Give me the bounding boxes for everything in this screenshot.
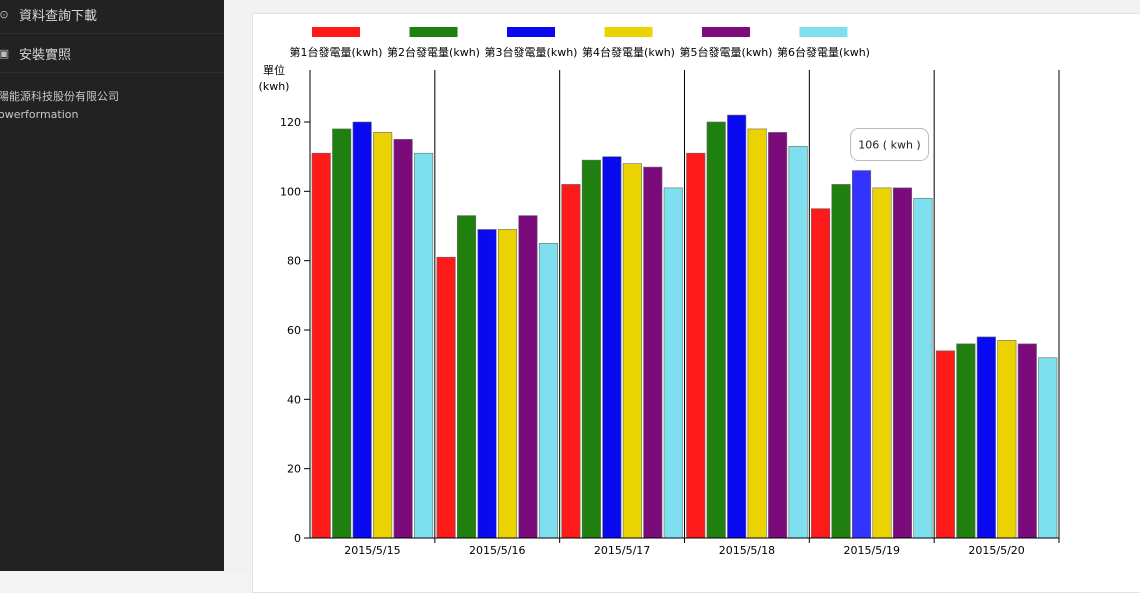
- y-axis-label-unit: 單位: [263, 63, 285, 77]
- x-tick-label-3: 2015/5/17: [594, 544, 650, 557]
- bar-s2-c1: [332, 128, 352, 539]
- image-icon: ▣: [0, 47, 10, 60]
- bar-s3-c4: [727, 114, 747, 539]
- bar-s3-c5: [851, 170, 872, 539]
- bar-s1-c4: [686, 152, 706, 539]
- chart-legend: 第1台發電量(kwh) 第2台發電量(kwh) 第3台發電量(kwh) 第4台發電量(…: [290, 27, 870, 59]
- bar-s4-c6: [997, 340, 1017, 539]
- bar-s4-c4: [747, 128, 767, 539]
- bar-s4-c3: [622, 163, 642, 539]
- bar-s4-c1: [373, 132, 393, 539]
- y-tick-label-60: 60: [287, 324, 301, 337]
- bar-s3-c6: [976, 336, 996, 539]
- legend-swatch-2: [409, 27, 458, 37]
- bar-s2-c4: [706, 121, 726, 539]
- legend-swatch-3: [507, 27, 555, 37]
- legend-label-4: 第4台發電量(kwh): [582, 45, 675, 59]
- bar-chart: 第1台發電量(kwh) 第2台發電量(kwh) 第3台發電量(kwh) 第4台發電量(…: [259, 27, 1060, 557]
- bar-s3-c3: [602, 156, 622, 539]
- bar-s4-c2: [497, 229, 518, 539]
- legend-label-1: 第1台發電量(kwh): [290, 45, 383, 59]
- legend-swatch-6: [799, 27, 848, 37]
- bar-tooltip: 106 ( kwh ): [850, 128, 930, 162]
- legend-swatch-5: [702, 27, 750, 37]
- company-subtitle: owerformation: [0, 108, 79, 121]
- download-icon: ⊙: [0, 8, 9, 21]
- bar-s3-c1: [352, 121, 372, 539]
- bar-s1-c6: [935, 350, 955, 539]
- bar-s2-c6: [956, 343, 976, 539]
- sidebar-item-label: 安裝實照: [19, 48, 72, 63]
- bar-s1-c3: [561, 184, 581, 539]
- bar-s6-c3: [663, 187, 683, 539]
- x-tick-label-5: 2015/5/19: [844, 544, 900, 557]
- tooltip-box: [850, 128, 930, 162]
- bar-s6-c4: [788, 145, 808, 539]
- y-tick-label-40: 40: [287, 393, 301, 406]
- y-tick-label-80: 80: [287, 255, 301, 268]
- bar-s2-c2: [457, 215, 477, 539]
- legend-label-5: 第5台發電量(kwh): [680, 45, 773, 59]
- bar-s3-c2: [477, 229, 497, 539]
- legend-label-6: 第6台發電量(kwh): [777, 45, 870, 59]
- chart-bars: [311, 114, 1058, 539]
- y-tick-label-0: 0: [294, 532, 301, 545]
- bar-s4-c5: [872, 187, 892, 539]
- legend-swatch-1: [312, 27, 360, 37]
- bar-s5-c4: [768, 132, 788, 539]
- legend-swatch-4: [604, 27, 653, 37]
- sidebar-item-install-photos[interactable]: ▣ 安裝實照: [0, 35, 224, 73]
- y-tick-label-100: 100: [280, 185, 301, 198]
- y-tick-label-120: 120: [280, 116, 301, 129]
- x-tick-label-2: 2015/5/16: [469, 544, 525, 557]
- bar-s1-c5: [811, 208, 831, 539]
- bar-s2-c5: [831, 184, 851, 539]
- bar-s5-c5: [892, 187, 912, 539]
- bar-s5-c2: [518, 215, 538, 539]
- bar-s1-c1: [311, 152, 331, 539]
- x-tick-label-4: 2015/5/18: [719, 544, 775, 557]
- bar-s2-c3: [581, 159, 601, 539]
- sidebar: ⊙ 資料查詢下載 ▣ 安裝實照 陽能源科技股份有限公司 owerformatio…: [0, 0, 224, 571]
- bar-s5-c6: [1017, 343, 1037, 539]
- legend-label-3: 第3台發電量(kwh): [485, 45, 578, 59]
- bar-s5-c3: [643, 166, 663, 539]
- bar-s1-c2: [436, 256, 456, 539]
- x-axis: 2015/5/15 2015/5/16 2015/5/17 2015/5/18 2015…: [310, 70, 1060, 557]
- legend-label-2: 第2台發電量(kwh): [387, 45, 480, 59]
- x-tick-label-6: 2015/5/20: [968, 544, 1024, 557]
- x-tick-label-1: 2015/5/15: [344, 544, 400, 557]
- bar-s6-c2: [538, 243, 558, 539]
- sidebar-item-label: 資料查詢下載: [19, 9, 98, 24]
- sidebar-item-data-download[interactable]: ⊙ 資料查詢下載: [0, 0, 224, 34]
- y-axis: 單位 (kwh) 0 20 40 60 80 100 120: [259, 63, 311, 545]
- tooltip-text: 106 ( kwh ): [858, 139, 920, 152]
- bar-s6-c6: [1038, 357, 1058, 539]
- bar-s6-c1: [414, 152, 434, 539]
- company-name: 陽能源科技股份有限公司: [0, 90, 119, 103]
- bar-s6-c5: [913, 197, 933, 539]
- y-axis-label-kwh: (kwh): [259, 80, 290, 93]
- y-tick-label-20: 20: [287, 463, 301, 476]
- bar-s5-c1: [393, 139, 413, 539]
